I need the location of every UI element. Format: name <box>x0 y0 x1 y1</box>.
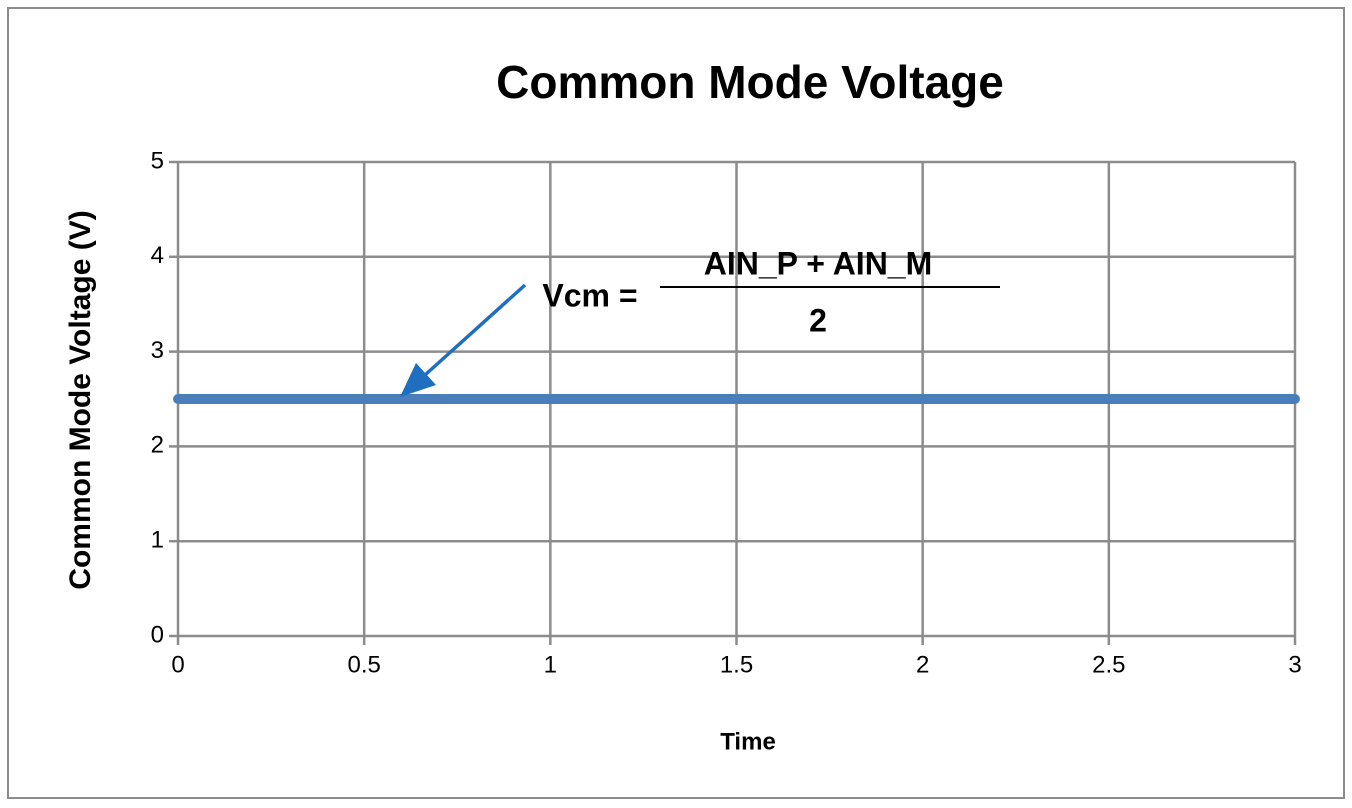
y-tick-label: 3 <box>151 337 164 364</box>
x-axis-label: Time <box>720 728 776 755</box>
x-tick-label: 3 <box>1288 651 1301 678</box>
x-tick-label: 1 <box>544 651 557 678</box>
annotation-numerator: AIN_P + AIN_M <box>704 245 933 281</box>
y-tick-label: 2 <box>151 432 164 459</box>
y-tick-label: 4 <box>151 242 164 269</box>
chart-title: Common Mode Voltage <box>496 56 1004 108</box>
annotation: Vcm = AIN_P + AIN_M 2 <box>400 245 1000 397</box>
x-tick-label: 2.5 <box>1092 651 1125 678</box>
x-tick-label: 1.5 <box>720 651 753 678</box>
annotation-text: Vcm = <box>542 277 637 313</box>
y-axis-label: Common Mode Voltage (V) <box>64 210 97 589</box>
x-tick-label: 0 <box>171 651 184 678</box>
x-tick-label: 2 <box>916 651 929 678</box>
x-tick-label: 0.5 <box>347 651 380 678</box>
annotation-denominator: 2 <box>809 302 827 338</box>
y-tick-label: 5 <box>151 147 164 174</box>
y-tick-label: 0 <box>151 621 164 648</box>
arrow-head <box>400 363 436 397</box>
arrow-shaft <box>423 283 527 377</box>
y-tick-label: 1 <box>151 527 164 554</box>
